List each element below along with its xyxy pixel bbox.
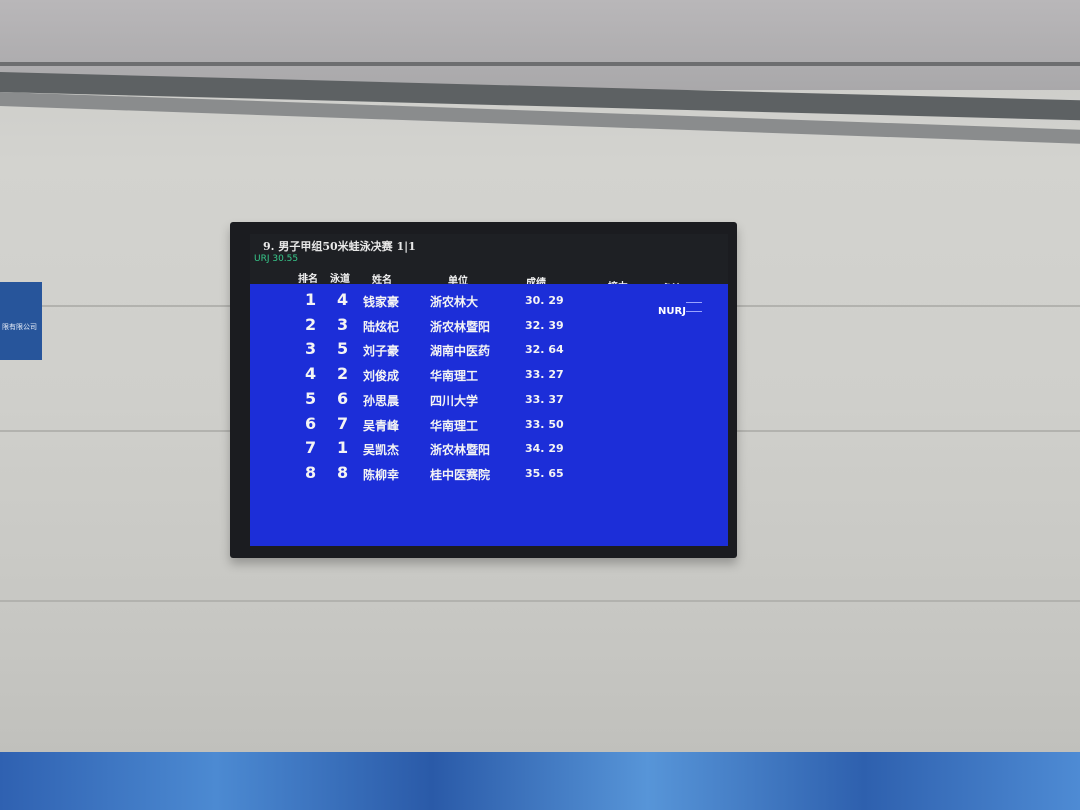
cell-rank: 5 bbox=[305, 388, 317, 408]
cell-rank: 8 bbox=[305, 462, 317, 482]
result-row: 1 4 钱家豪 浙农林大 30. 29 bbox=[250, 290, 728, 314]
cell-name: 吴青峰 bbox=[363, 418, 400, 433]
wall-seam bbox=[0, 600, 1080, 602]
cell-rank: 3 bbox=[305, 339, 317, 359]
cell-lane: 3 bbox=[337, 314, 349, 334]
railing bbox=[0, 62, 1080, 66]
cell-result: 33. 37 bbox=[525, 392, 564, 406]
cell-result: 33. 27 bbox=[525, 368, 564, 382]
scoreboard-monitor: 9. 男子甲组50米蛙泳决赛 1|1 URJ 30.55 排名 泳道 姓名 单位… bbox=[230, 222, 737, 558]
result-row: 5 6 孙思晨 四川大学 33. 37 bbox=[250, 389, 728, 413]
cell-unit: 桂中医赛院 bbox=[430, 467, 491, 482]
result-row: 4 2 刘俊成 华南理工 33. 27 bbox=[250, 364, 728, 388]
cell-unit: 浙农林暨阳 bbox=[430, 319, 491, 334]
cell-lane: 6 bbox=[337, 388, 349, 408]
header-lane: 泳道 bbox=[330, 274, 350, 285]
scoreboard-screen: 9. 男子甲组50米蛙泳决赛 1|1 URJ 30.55 排名 泳道 姓名 单位… bbox=[250, 234, 728, 546]
note-new-record: NURJ bbox=[658, 306, 686, 317]
cell-unit: 浙农林暨阳 bbox=[430, 443, 491, 458]
ceiling-catwalk bbox=[0, 0, 1080, 90]
cell-unit: 湖南中医药 bbox=[430, 344, 491, 359]
cell-result: 32. 64 bbox=[525, 343, 564, 357]
cell-lane: 8 bbox=[337, 462, 349, 482]
result-row: 3 5 刘子豪 湖南中医药 32. 64 bbox=[250, 339, 728, 363]
cell-unit: 浙农林大 bbox=[430, 295, 479, 309]
cell-name: 孙思晨 bbox=[363, 393, 400, 408]
wall-sign: 限有限公司 bbox=[0, 282, 42, 360]
cell-lane: 2 bbox=[337, 364, 349, 384]
cell-lane: 4 bbox=[337, 290, 349, 309]
result-row: 2 3 陆炫杞 浙农林暨阳 32. 39 bbox=[250, 315, 728, 339]
cell-unit: 华南理工 bbox=[430, 418, 479, 433]
cell-name: 陈柳幸 bbox=[363, 467, 400, 482]
record-time: URJ 30.55 bbox=[254, 254, 299, 264]
cell-unit: 华南理工 bbox=[430, 369, 479, 384]
pool-floor-pattern bbox=[0, 752, 1080, 810]
header-unit: 单位 bbox=[448, 276, 468, 287]
wall-sign-text: 限有限公司 bbox=[2, 323, 37, 331]
cell-rank: 7 bbox=[305, 438, 317, 458]
event-title: 9. 男子甲组50米蛙泳决赛 1|1 bbox=[263, 240, 416, 253]
cell-result: 30. 29 bbox=[525, 294, 564, 307]
cell-rank: 6 bbox=[305, 413, 317, 433]
results-panel bbox=[250, 284, 728, 546]
result-row: 8 8 陈柳幸 桂中医赛院 35. 65 bbox=[250, 463, 728, 487]
result-row: 6 7 吴青峰 华南理工 33. 50 bbox=[250, 414, 728, 438]
header-rank: 排名 bbox=[298, 274, 318, 285]
cell-result: 35. 65 bbox=[525, 466, 564, 480]
cell-rank: 1 bbox=[305, 290, 317, 309]
cell-name: 刘子豪 bbox=[363, 344, 400, 359]
cell-name: 吴凯杰 bbox=[363, 443, 400, 458]
cell-lane: 1 bbox=[337, 438, 349, 458]
cell-name: 刘俊成 bbox=[363, 369, 400, 384]
cell-name: 陆炫杞 bbox=[363, 319, 400, 334]
cell-rank: 2 bbox=[305, 314, 317, 334]
record-marker-icon bbox=[686, 302, 702, 312]
cell-result: 33. 50 bbox=[525, 417, 564, 431]
cell-lane: 5 bbox=[337, 339, 349, 359]
cell-unit: 四川大学 bbox=[430, 393, 479, 408]
cell-result: 34. 29 bbox=[525, 442, 564, 456]
header-name: 姓名 bbox=[372, 275, 392, 286]
cell-name: 钱家豪 bbox=[363, 295, 400, 309]
cell-result: 32. 39 bbox=[525, 318, 564, 332]
header-result: 成绩 bbox=[526, 274, 546, 289]
cell-lane: 7 bbox=[337, 413, 349, 433]
result-row: 7 1 吴凯杰 浙农林暨阳 34. 29 bbox=[250, 438, 728, 462]
cell-rank: 4 bbox=[305, 364, 317, 384]
